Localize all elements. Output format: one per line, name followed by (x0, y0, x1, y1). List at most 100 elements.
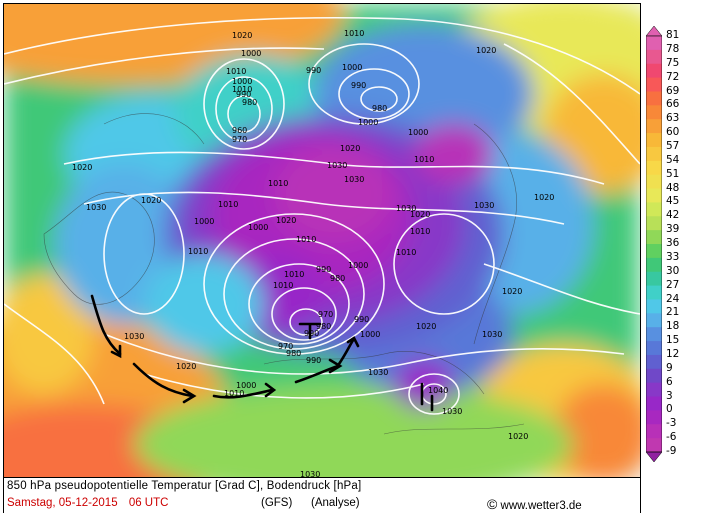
legend-swatch (646, 91, 662, 106)
pressure-label: 1020 (276, 216, 296, 225)
legend-swatch (646, 396, 662, 411)
pressure-label: 1020 (232, 31, 252, 40)
pressure-label: 1030 (368, 368, 388, 377)
date-label: Samstag, 05-12-2015 (7, 497, 118, 509)
legend-value: 0 (666, 403, 673, 416)
legend-value: 51 (666, 167, 680, 180)
pressure-label: 1000 (360, 330, 380, 339)
model-label: (GFS) (261, 497, 293, 509)
legend-swatch (646, 299, 662, 314)
coastlines (43, 113, 525, 435)
legend-value: 15 (666, 334, 680, 347)
pressure-label: 1020 (141, 196, 161, 205)
legend-value: 48 (666, 181, 680, 194)
source-link[interactable]: www.wetter3.de (500, 500, 582, 512)
pressure-label: 1010 (414, 155, 434, 164)
pressure-label: 960 (232, 126, 247, 135)
legend-value: 45 (666, 195, 680, 208)
legend-value: 69 (666, 84, 680, 97)
pressure-label: 1020 (502, 287, 522, 296)
pressure-label: 1010 (232, 85, 252, 94)
legend-swatch (646, 341, 662, 356)
pressure-label: 990 (304, 329, 319, 338)
legend-swatch (646, 202, 662, 217)
pressure-label: 990 (306, 356, 321, 365)
pressure-label: 1030 (396, 204, 416, 213)
legend-swatch (646, 174, 662, 190)
pressure-label: 1010 (224, 389, 244, 398)
legend-value: 36 (666, 237, 680, 249)
isobars (4, 16, 640, 415)
pressure-label: 1000 (358, 118, 378, 127)
pressure-label: 970 (278, 342, 293, 351)
legend-swatch (646, 133, 662, 148)
pressure-label: 1010 (296, 235, 316, 244)
pressure-label: 1030 (300, 470, 320, 477)
pressure-label: 1020 (508, 432, 528, 441)
legend-swatch (646, 63, 662, 79)
legend-swatch (646, 354, 662, 370)
legend-value: 3 (666, 389, 673, 402)
temperature-field (4, 4, 640, 477)
pressure-label: 1010 (218, 200, 238, 209)
pressure-label: 1000 (348, 261, 368, 270)
pressure-label: 1000 (232, 77, 252, 86)
legend-swatch (646, 327, 662, 342)
analysis-label: (Analyse) (311, 497, 360, 509)
pressure-label: 990 (351, 81, 366, 90)
pressure-label: 1030 (442, 407, 462, 416)
pressure-label: 980 (286, 349, 301, 358)
pressure-label: 970 (232, 135, 247, 144)
pressure-label: 970 (318, 310, 333, 319)
pressure-label: 1030 (124, 332, 144, 341)
pressure-label: 1020 (416, 322, 436, 331)
pressure-label: 1010 (226, 67, 246, 76)
pressure-label: 1010 (344, 29, 364, 38)
legend-swatch (646, 285, 662, 300)
weather-map: 1020 1010 990 1000 1000 1010 990 980 102… (4, 4, 640, 477)
legend-value: -6 (666, 431, 677, 444)
legend-bottom-arrow (646, 451, 662, 462)
pressure-label: 990 (354, 315, 369, 324)
pressure-label: 1030 (482, 330, 502, 339)
map-caption: 850 hPa pseudopotentielle Temperatur [Gr… (4, 477, 640, 514)
pressure-label: 1000 (236, 381, 256, 390)
legend-top-arrow (646, 26, 662, 37)
legend-value: -9 (666, 445, 677, 457)
legend-value: 24 (666, 292, 680, 305)
legend-swatch (646, 382, 662, 398)
legend-swatch (646, 36, 662, 51)
pressure-label: 1000 (408, 128, 428, 137)
legend-value: 27 (666, 278, 680, 291)
legend-value: 72 (666, 70, 680, 83)
time-label: 06 UTC (128, 497, 169, 509)
legend-value: 33 (666, 250, 680, 263)
legend-value: -3 (666, 417, 677, 430)
legend-value: 21 (666, 306, 680, 319)
legend-border (646, 35, 662, 453)
pressure-label: 1020 (176, 362, 196, 371)
pressure-label: 980 (242, 98, 257, 107)
legend-value: 78 (666, 42, 680, 55)
legend-value: 6 (666, 375, 673, 388)
pressure-label: 1010 (396, 248, 416, 257)
pressure-label: 1030 (474, 201, 494, 210)
legend-value: 81 (666, 29, 680, 41)
pressure-label: 1000 (248, 223, 268, 232)
legend-swatch (646, 313, 662, 328)
legend-color-bar (646, 26, 662, 462)
pressure-label: 1010 (268, 179, 288, 188)
legend-value: 9 (666, 361, 673, 374)
legend-swatch (646, 271, 662, 287)
pressure-label: 1000 (194, 217, 214, 226)
pressure-label: 990 (236, 90, 251, 99)
pressure-label: 1020 (476, 46, 496, 55)
legend-swatch (646, 105, 662, 120)
pressure-label: 1020 (340, 144, 360, 153)
legend-swatch (646, 410, 662, 425)
legend-value: 66 (666, 98, 680, 111)
pressure-label: 1030 (86, 203, 106, 212)
color-legend: 81 78 75 72 69 66 63 60 57 54 51 48 45 42 39 36 33 30 27 24… (644, 26, 700, 462)
legend-swatch (646, 119, 662, 134)
legend-value: 60 (666, 126, 680, 139)
